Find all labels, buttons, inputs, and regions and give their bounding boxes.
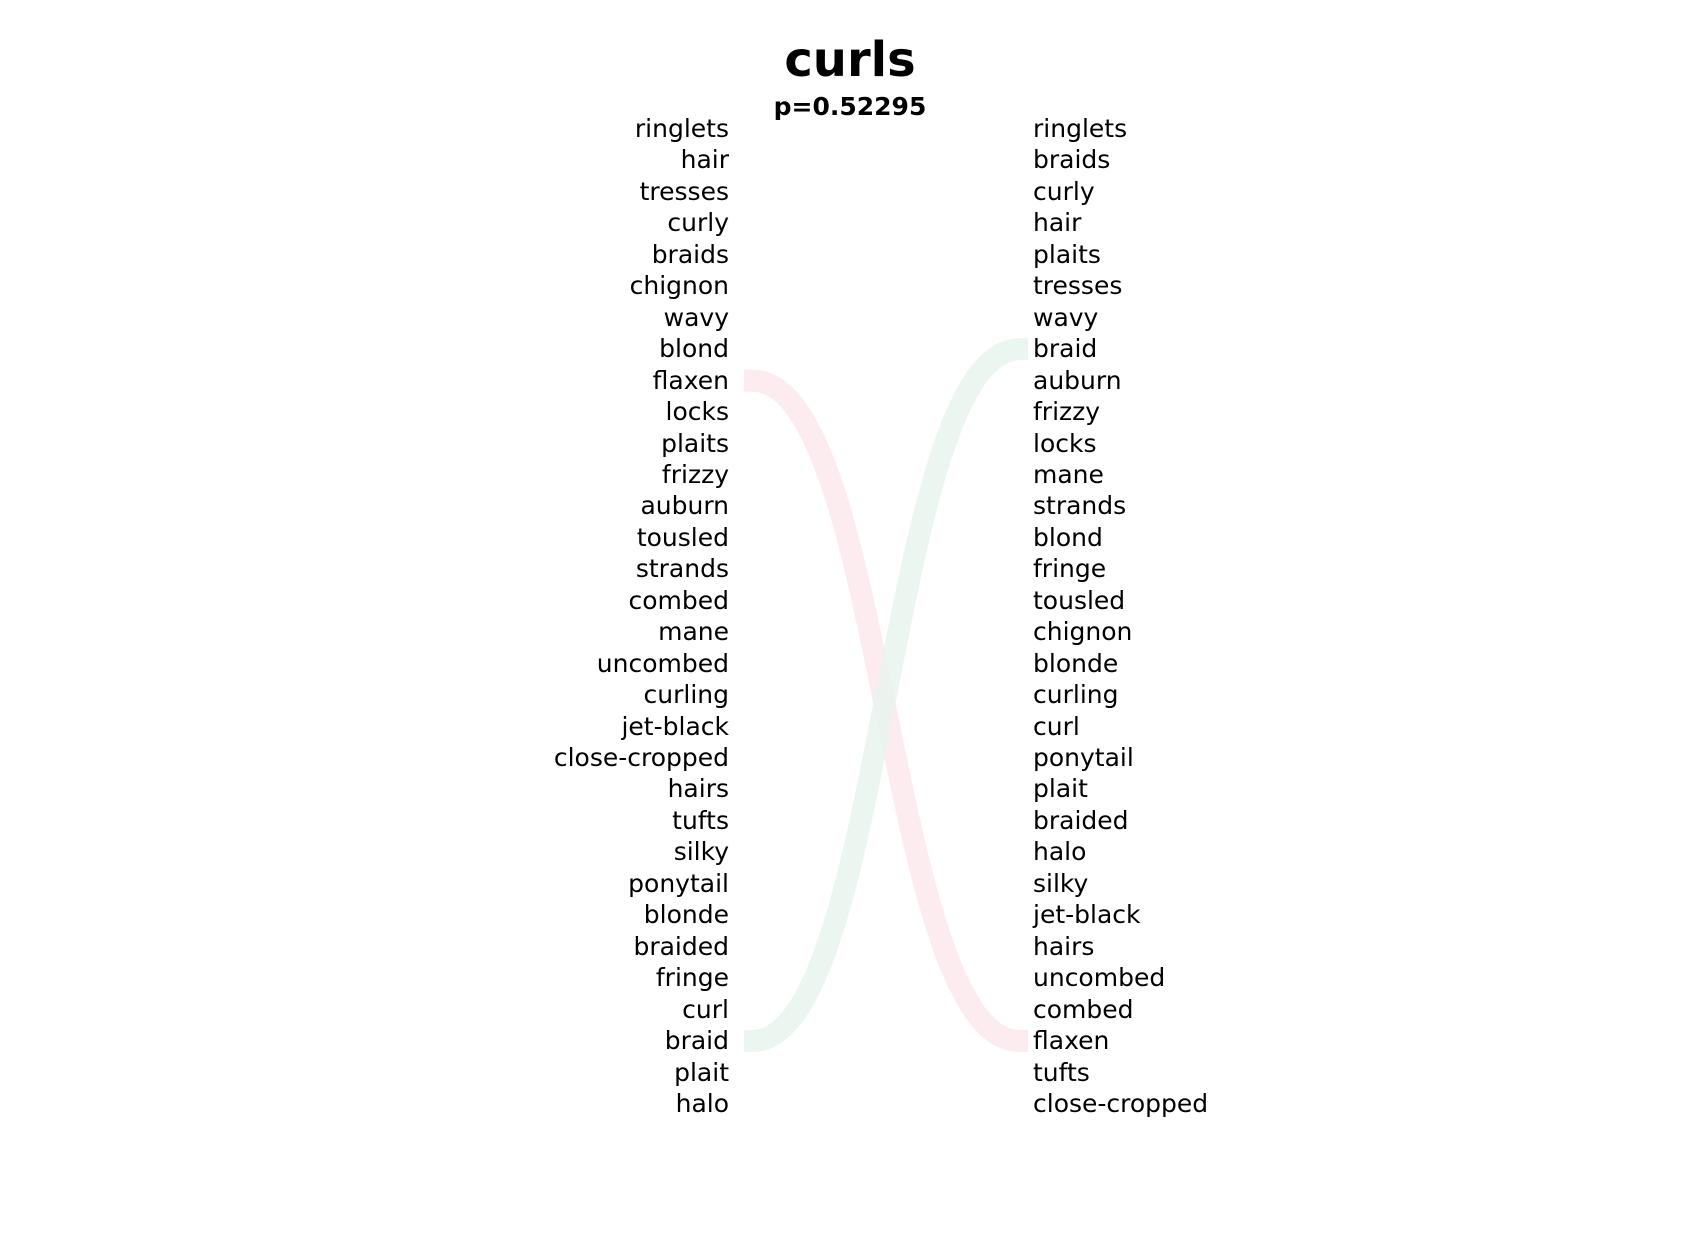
right-word-tresses: tresses: [1033, 271, 1123, 301]
diagram-title: curls: [784, 32, 916, 88]
right-word-chignon: chignon: [1033, 617, 1133, 647]
p-value-subtitle: p=0.52295: [773, 92, 927, 121]
left-word-plait: plait: [674, 1057, 729, 1087]
right-word-uncombed: uncombed: [1033, 963, 1166, 993]
left-word-hair: hair: [680, 145, 729, 175]
right-word-curling: curling: [1033, 680, 1119, 710]
left-word-locks: locks: [665, 397, 730, 427]
right-word-plaits: plaits: [1033, 239, 1101, 269]
left-word-curly: curly: [667, 208, 729, 238]
right-word-curl: curl: [1033, 711, 1080, 741]
left-word-jet-black: jet-black: [621, 711, 729, 741]
right-word-hair: hair: [1033, 208, 1082, 238]
right-word-fringe: fringe: [1033, 554, 1107, 584]
right-word-frizzy: frizzy: [1033, 397, 1101, 427]
right-word-braid: braid: [1033, 334, 1098, 364]
left-word-ponytail: ponytail: [628, 868, 729, 898]
right-word-curly: curly: [1033, 176, 1095, 206]
left-word-blond: blond: [659, 334, 729, 364]
right-word-blonde: blonde: [1033, 648, 1119, 678]
right-word-jet-black: jet-black: [1033, 900, 1141, 930]
right-word-combed: combed: [1033, 994, 1134, 1024]
right-word-wavy: wavy: [1033, 302, 1099, 332]
right-word-auburn: auburn: [1033, 365, 1122, 395]
right-word-strands: strands: [1033, 491, 1127, 521]
left-word-ringlets: ringlets: [634, 114, 729, 143]
left-word-uncombed: uncombed: [596, 648, 729, 678]
right-word-tufts: tufts: [1033, 1057, 1090, 1087]
left-word-wavy: wavy: [663, 302, 729, 332]
left-word-blonde: blonde: [643, 900, 729, 930]
left-word-curl: curl: [682, 994, 729, 1024]
right-word-tousled: tousled: [1033, 585, 1126, 615]
right-word-mane: mane: [1033, 459, 1104, 489]
left-word-frizzy: frizzy: [661, 459, 729, 489]
left-word-auburn: auburn: [640, 491, 729, 521]
left-word-tresses: tresses: [639, 176, 729, 206]
left-word-mane: mane: [658, 617, 729, 647]
left-word-braided: braided: [633, 931, 729, 961]
left-word-chignon: chignon: [629, 271, 729, 301]
right-word-locks: locks: [1033, 428, 1097, 458]
right-word-braids: braids: [1033, 145, 1111, 175]
right-word-ponytail: ponytail: [1033, 743, 1134, 772]
link-braid: [744, 338, 1028, 1053]
left-word-combed: combed: [628, 585, 729, 615]
left-word-fringe: fringe: [655, 963, 729, 993]
left-word-strands: strands: [635, 554, 729, 584]
right-word-hairs: hairs: [1033, 931, 1095, 961]
left-word-tufts: tufts: [672, 805, 729, 835]
left-word-halo: halo: [675, 1088, 729, 1118]
right-word-blond: blond: [1033, 522, 1103, 552]
left-word-braid: braid: [664, 1026, 729, 1056]
left-word-braids: braids: [651, 239, 729, 269]
left-word-flaxen: flaxen: [652, 365, 729, 395]
right-word-plait: plait: [1033, 774, 1088, 804]
left-word-plaits: plaits: [661, 428, 729, 458]
left-word-close-cropped: close-cropped: [553, 743, 729, 772]
left-word-hairs: hairs: [667, 774, 729, 804]
left-word-curling: curling: [643, 680, 729, 710]
right-word-flaxen: flaxen: [1033, 1026, 1110, 1056]
left-word-silky: silky: [673, 837, 729, 867]
right-word-halo: halo: [1033, 837, 1087, 867]
right-word-silky: silky: [1033, 868, 1089, 898]
right-word-braided: braided: [1033, 805, 1129, 835]
right-word-close-cropped: close-cropped: [1033, 1088, 1209, 1118]
right-word-ringlets: ringlets: [1033, 114, 1128, 143]
left-word-tousled: tousled: [636, 522, 729, 552]
